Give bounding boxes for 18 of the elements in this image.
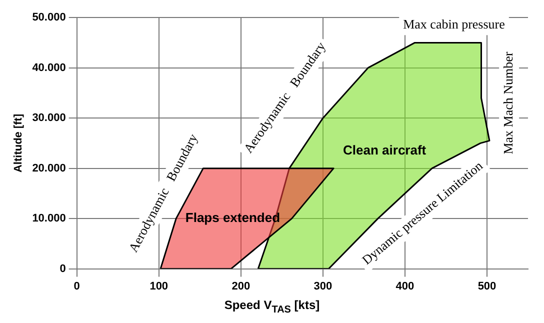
x-tick-label: 200 xyxy=(232,280,250,292)
y-tick-label: 50.000 xyxy=(32,12,66,24)
x-tick-label: 300 xyxy=(314,280,332,292)
x-tick-label: 500 xyxy=(478,280,496,292)
y-tick-label: 30.000 xyxy=(32,112,66,124)
y-axis-title: Altitude [ft] xyxy=(12,114,25,173)
y-tick-label: 0 xyxy=(60,262,66,275)
annotation: Max Mach Number xyxy=(500,51,516,154)
y-tick-label: 10.000 xyxy=(32,212,66,225)
annotation: Max cabin pressure xyxy=(403,16,506,32)
y-tick-label: 20.000 xyxy=(32,162,66,174)
x-tick-label: 400 xyxy=(396,280,414,292)
series-label: Flaps extended xyxy=(185,210,280,226)
x-tick-label: 100 xyxy=(150,280,168,292)
y-tick-label: 40.000 xyxy=(32,62,66,74)
x-axis-title: Speed V$_{TAS}$ [kts] xyxy=(223,298,321,316)
x-tick-label: 0 xyxy=(74,280,80,292)
series-label: Clean aircraft xyxy=(343,142,427,158)
